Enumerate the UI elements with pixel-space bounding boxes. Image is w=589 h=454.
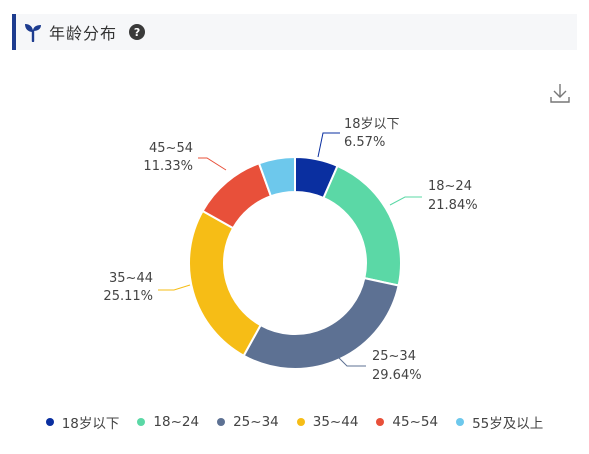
sprout-icon bbox=[24, 22, 42, 42]
slice-label-value: 11.33% bbox=[143, 159, 193, 174]
legend-dot bbox=[217, 418, 226, 426]
donut-slice[interactable] bbox=[188, 209, 262, 358]
legend-label: 45~54 bbox=[392, 414, 439, 430]
question-icon[interactable]: ? bbox=[129, 24, 146, 40]
slice-label-name: 18~24 bbox=[428, 179, 472, 194]
label-leader-line bbox=[198, 157, 227, 171]
slice-label-value: 25.11% bbox=[103, 289, 153, 304]
label-leader-line bbox=[158, 284, 191, 291]
legend-label: 35~44 bbox=[312, 414, 359, 430]
legend-item[interactable]: 45~54 bbox=[376, 414, 438, 430]
donut-slice[interactable] bbox=[257, 155, 296, 198]
legend-label: 25~34 bbox=[233, 414, 279, 430]
legend-label: 18~24 bbox=[153, 414, 200, 430]
download-icon[interactable] bbox=[548, 81, 572, 105]
slice-label-value: 21.84% bbox=[428, 198, 478, 213]
card-header: 年龄分布 ? bbox=[12, 14, 577, 50]
legend-item[interactable]: 25~34 bbox=[217, 414, 279, 430]
legend-item[interactable]: 55岁及以上 bbox=[456, 412, 543, 432]
legend-label: 55岁及以上 bbox=[472, 416, 544, 432]
legend-label: 18岁以下 bbox=[61, 416, 120, 432]
slice-label-name: 35~44 bbox=[109, 271, 153, 286]
legend-dot bbox=[456, 418, 465, 426]
legend-dot bbox=[137, 418, 146, 426]
donut-chart: 18岁以下 6.57% 18~24 21.84% 25~34 29.64% 35~44 25.… bbox=[103, 117, 478, 383]
slice-label-name: 18岁以下 bbox=[344, 117, 400, 132]
legend-item[interactable]: 35~44 bbox=[296, 414, 359, 430]
slice-label-value: 6.57% bbox=[344, 135, 385, 150]
slice-label-name: 25~34 bbox=[372, 349, 416, 364]
legend-dot bbox=[45, 418, 54, 426]
label-leader-line bbox=[317, 132, 340, 158]
legend-item[interactable]: 18岁以下 bbox=[45, 412, 120, 432]
donut-slice[interactable] bbox=[242, 276, 400, 370]
donut-slice[interactable] bbox=[322, 164, 402, 287]
slice-label-name: 45~54 bbox=[149, 141, 193, 156]
card-title: 年龄分布 bbox=[49, 24, 118, 43]
slice-label-value: 29.64% bbox=[372, 368, 422, 383]
legend-dot bbox=[296, 418, 305, 426]
chart-legend: 18岁以下 18~24 25~34 35~44 45~54 55岁及以上 bbox=[0, 410, 589, 434]
label-leader-line bbox=[389, 196, 422, 206]
legend-item[interactable]: 18~24 bbox=[137, 414, 199, 430]
legend-dot bbox=[376, 418, 385, 426]
label-leader-line bbox=[335, 354, 366, 367]
